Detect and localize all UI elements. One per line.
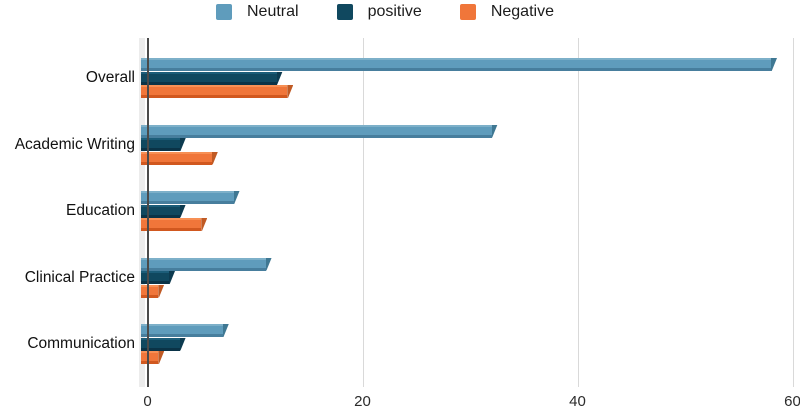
x-tick-label-20: 20 [354,393,371,410]
bar-positive-education [140,204,186,218]
legend-item-negative: Negative [459,3,554,21]
bar-end-cap [491,124,498,138]
bar-end-cap [169,271,175,284]
category-label-communication: Communication [27,335,135,352]
bar-end-cap [179,204,186,218]
category-label-clinical-practice: Clinical Practice [24,268,135,286]
legend-item-neutral: Neutral [216,3,299,21]
bar-positive-communication [140,337,186,351]
x-tick-label-40: 40 [569,393,586,410]
bar-end-cap [287,85,294,98]
legend-label-positive: positive [367,3,422,20]
legend-item-positive: positive [336,3,422,21]
bar-neutral-clinical-practice [140,257,272,271]
bar-negative-communication [140,351,165,364]
gridline-x-20 [362,38,364,387]
bar-end-cap [179,138,186,151]
x-tick-label-60: 60 [784,393,800,410]
category-label-education: Education [66,202,135,219]
bar-end-cap [158,351,165,364]
bar-neutral-communication [140,324,229,337]
bar-neutral-overall [140,58,777,71]
bar-negative-clinical-practice [140,284,165,298]
positive-color-swatch-icon [336,4,353,20]
bar-end-cap [222,324,229,337]
bar-negative-academic-writing [140,151,218,165]
neutral-color-swatch-icon [216,4,232,20]
y-axis-line [146,38,149,387]
bar-end-cap [212,151,218,165]
bar-negative-education [140,218,208,231]
bar-positive-academic-writing [140,138,186,151]
gridline-x-60 [792,38,794,387]
legend-label-negative: Negative [490,3,554,20]
bar-end-cap [233,191,240,204]
bar-end-cap [201,218,208,231]
bar-neutral-academic-writing [140,124,498,138]
chart-legend: Neutral positive Negative [0,3,770,21]
negative-color-swatch-icon [459,4,476,20]
gridline-x-40 [577,38,579,387]
category-label-academic-writing: Academic Writing [14,135,135,153]
category-label-overall: Overall [85,69,135,86]
bar-neutral-education [140,191,240,204]
bar-end-cap [265,257,272,271]
bar-end-cap [158,284,165,298]
bar-end-cap [276,71,283,85]
bar-positive-overall [140,71,283,85]
bar-end-cap [179,337,186,351]
bar-end-cap [771,58,777,71]
bar-negative-overall [140,85,294,98]
x-tick-label-0: 0 [143,393,152,410]
bar-positive-clinical-practice [140,271,175,284]
legend-label-neutral: Neutral [247,3,299,20]
